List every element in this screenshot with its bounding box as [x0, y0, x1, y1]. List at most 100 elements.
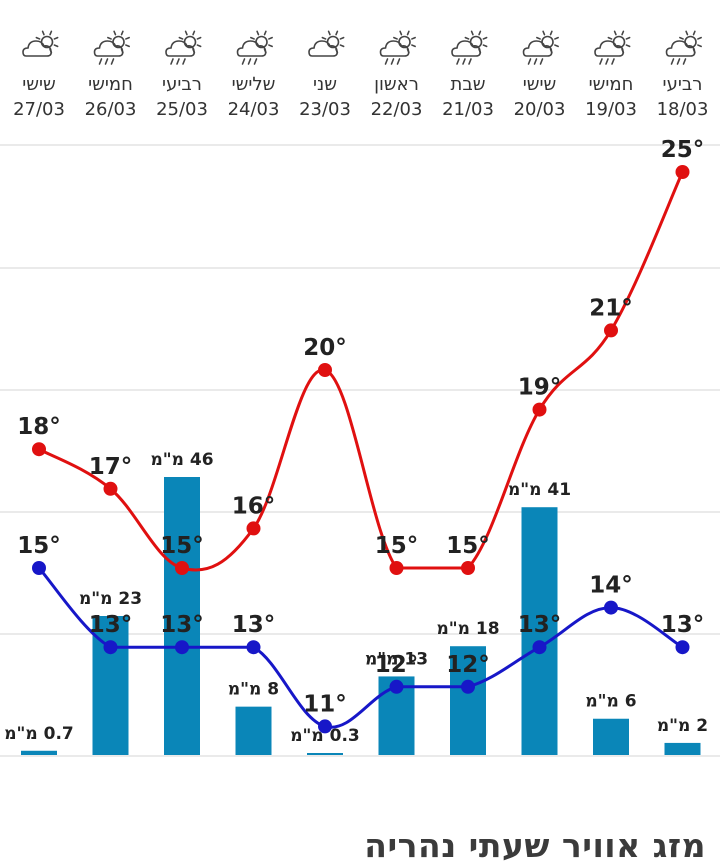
max-temp-point	[389, 561, 404, 575]
cloud-sun-rain-icon	[165, 30, 202, 65]
sun-ray	[41, 30, 45, 36]
cloud-shape	[451, 40, 481, 57]
precipitation-bar	[664, 742, 701, 755]
day-header: שישי 27/03 חמישי 26/03 רביעי 25/03 שלישי 24/03 ש…	[13, 30, 709, 120]
sun-ray	[263, 30, 267, 36]
sun-ray	[625, 44, 631, 48]
sun-ray	[49, 30, 53, 36]
rain-drop	[182, 58, 186, 65]
day-date: 20/03	[514, 99, 566, 120]
precipitation-label: 2 מ"מ	[657, 716, 708, 736]
max-temp-label: 21°	[589, 295, 633, 321]
min-temp-point	[103, 640, 118, 655]
max-temp-point	[604, 323, 618, 338]
day-name: רביעי	[663, 74, 703, 95]
max-temp-label: 20°	[303, 335, 347, 361]
cloud-shape	[379, 40, 410, 57]
cloud-sun-rain-icon	[93, 30, 130, 65]
rain-drop	[253, 58, 258, 65]
sun-ray	[482, 44, 488, 48]
min-temp-label: 13°	[661, 612, 705, 638]
precipitation-bar	[307, 753, 343, 755]
rain-drop	[241, 58, 246, 65]
sun-ray	[184, 30, 188, 36]
max-temp-label: 15°	[160, 533, 204, 559]
min-temp-label: 13°	[518, 612, 562, 638]
sun-ray	[613, 30, 617, 36]
sun-ray	[339, 44, 345, 48]
rain-drop	[539, 58, 544, 65]
sun-ray	[464, 36, 470, 40]
sun-ray	[321, 36, 327, 40]
sun-ray	[542, 30, 546, 36]
rain-drop	[533, 58, 538, 65]
cloud-shape	[522, 40, 553, 57]
min-temp-label: 13°	[160, 612, 204, 638]
day-name: שבת	[451, 74, 486, 95]
precipitation-label: 46 מ"מ	[150, 450, 213, 470]
sun-ray	[679, 36, 684, 40]
cloud-sun-rain-icon	[236, 30, 273, 65]
cloud-sun-rain-icon	[665, 30, 702, 65]
rain-drop	[682, 58, 687, 65]
cloud-sun-icon	[308, 30, 345, 57]
max-temp-point	[461, 561, 475, 575]
max-temp-point	[532, 402, 547, 417]
sun-ray	[192, 30, 196, 36]
day-date: 19/03	[585, 99, 637, 120]
sun-ray	[697, 36, 702, 40]
sun-ray	[411, 44, 416, 48]
sun-ray	[607, 36, 613, 40]
max-temp-label: 16°	[232, 493, 276, 519]
precipitation-bar	[521, 507, 558, 755]
precipitation-label: 0.7 מ"מ	[4, 724, 74, 744]
min-temp-label: 14°	[589, 573, 633, 599]
max-temp-point	[318, 363, 332, 377]
max-temp-point	[675, 165, 690, 179]
cloud-shape	[236, 40, 267, 57]
sun-ray	[335, 30, 339, 36]
max-temp-point	[175, 561, 189, 575]
min-temp-label: 11°	[303, 691, 347, 717]
precipitation-bar	[593, 718, 629, 755]
cloud-sun-rain-icon	[594, 30, 631, 65]
rain-drop	[468, 58, 472, 65]
sun-ray	[53, 44, 59, 48]
cloud-shape	[22, 40, 52, 57]
sun-ray	[196, 44, 202, 48]
max-temp-label: 25°	[661, 137, 705, 163]
sun-ray	[339, 36, 345, 40]
cloud-sun-icon	[22, 30, 59, 57]
sun-ray	[482, 36, 488, 40]
rain-drop	[605, 58, 609, 65]
min-temp-point	[175, 640, 189, 655]
day-name: שישי	[523, 74, 557, 95]
page-title: מזג אוויר שעתי נהריה	[364, 826, 706, 865]
sun-ray	[53, 36, 59, 40]
cloud-shape	[665, 40, 696, 57]
min-temp-point	[675, 640, 690, 655]
sun-ray	[125, 44, 130, 48]
rain-drop	[456, 58, 460, 65]
rain-drop	[396, 58, 401, 65]
precipitation-label: 23 מ"מ	[79, 589, 142, 609]
sun-ray	[685, 30, 689, 36]
day-date: 18/03	[657, 99, 709, 120]
sun-ray	[250, 36, 255, 40]
min-temp-point	[246, 640, 261, 655]
sun-ray	[113, 30, 117, 36]
day-date: 23/03	[299, 99, 351, 120]
max-temp-label: 15°	[446, 533, 490, 559]
sun-ray	[554, 44, 559, 48]
max-temp-label: 18°	[17, 414, 61, 440]
sun-ray	[554, 36, 559, 40]
rain-drop	[670, 58, 675, 65]
min-temp-label: 12°	[446, 652, 490, 678]
sun-ray	[268, 36, 273, 40]
precipitation-bar	[450, 646, 486, 755]
rain-drop	[104, 58, 109, 65]
precipitation-label: 18 מ"מ	[436, 619, 499, 639]
max-temp-point	[103, 481, 118, 496]
min-temp-point	[604, 600, 618, 615]
sun-ray	[393, 36, 398, 40]
